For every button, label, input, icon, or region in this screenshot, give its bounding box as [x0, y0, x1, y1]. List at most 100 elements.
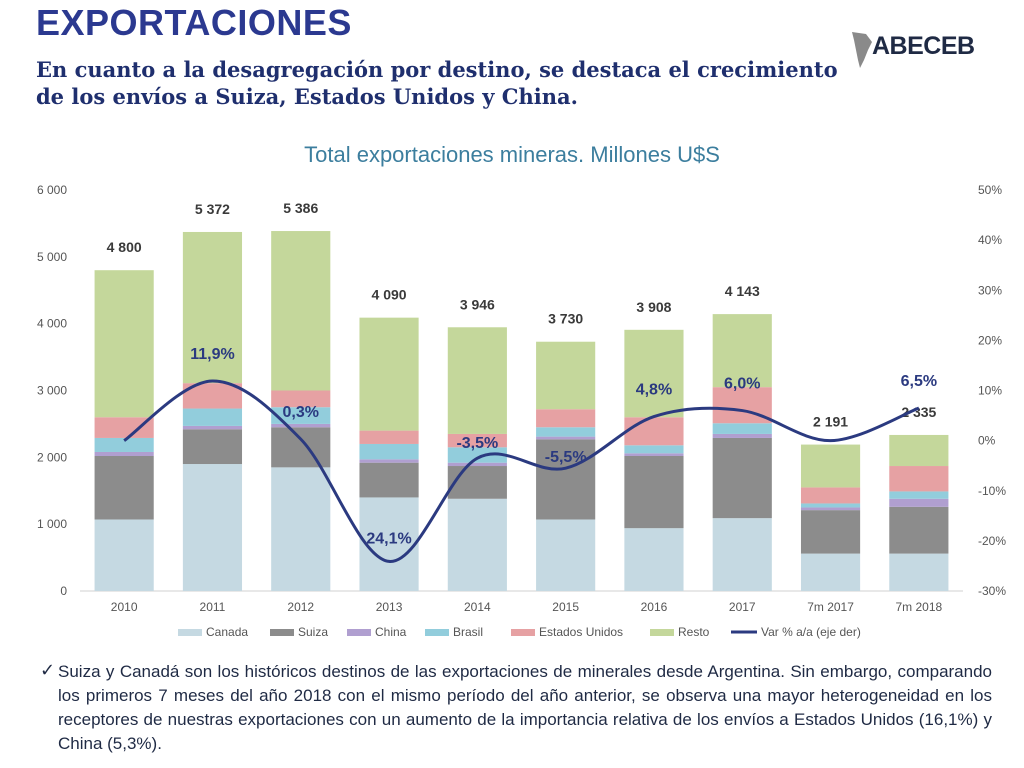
legend-swatch [347, 629, 371, 636]
bar-segment-suiza [359, 462, 419, 498]
line-data-label: 24,1% [366, 530, 411, 547]
legend-label: China [375, 625, 407, 639]
bar-segment-brasil [182, 408, 243, 426]
bar-total-label: 3 730 [548, 311, 583, 327]
bar-segment-estados-unidos [94, 417, 154, 438]
bar-segment-china [359, 459, 419, 463]
bar-segment-china [800, 507, 861, 511]
legend-label: Estados Unidos [539, 625, 623, 639]
legend-swatch [650, 629, 674, 636]
bar-segment-resto [800, 444, 861, 488]
bar-segment-suiza [271, 427, 331, 468]
bar-segment-estados-unidos [889, 466, 949, 492]
bar-segment-brasil [624, 445, 684, 454]
bar-segment-canada [447, 498, 507, 591]
y-tick-label: 2 000 [37, 450, 67, 464]
bar-segment-canada [712, 518, 772, 591]
abeceb-logo: ABECEB [848, 30, 998, 70]
bar-segment-brasil [271, 407, 331, 424]
y2-tick-label: 40% [978, 233, 1002, 247]
y2-tick-label: 30% [978, 283, 1002, 297]
legend-label: Brasil [453, 625, 483, 639]
bar-segment-china [94, 451, 154, 456]
bar-segment-brasil [536, 427, 596, 437]
line-data-label: 6,0% [724, 376, 760, 393]
bar-segment-suiza [624, 455, 684, 529]
bar-segment-suiza [447, 466, 507, 499]
y-tick-label: 0 [60, 584, 67, 598]
bar-segment-brasil [359, 443, 419, 460]
y2-tick-label: -30% [978, 584, 1006, 598]
y-tick-label: 3 000 [37, 384, 67, 398]
legend-label: Suiza [298, 625, 328, 639]
line-data-label: 11,9% [190, 346, 234, 363]
bar-segment-resto [359, 317, 419, 431]
bar-segment-brasil [889, 491, 949, 499]
y2-tick-label: -10% [978, 484, 1006, 498]
bar-segment-resto [94, 270, 154, 418]
bar-segment-canada [624, 528, 684, 591]
bar-segment-brasil [800, 503, 861, 508]
legend-swatch [178, 629, 202, 636]
slide-subtitle: En cuanto a la desagregación por destino… [36, 57, 838, 109]
bar-total-label: 4 800 [107, 239, 142, 255]
bar-segment-resto [182, 231, 243, 384]
bar-segment-suiza [712, 437, 772, 519]
legend-swatch [425, 629, 449, 636]
legend-swatch [270, 629, 294, 636]
bar-segment-china [712, 433, 772, 438]
y2-tick-label: 50% [978, 183, 1002, 197]
y2-tick-label: 10% [978, 384, 1002, 398]
x-tick-label: 7m 2018 [895, 600, 942, 614]
variation-line [123, 379, 920, 563]
line-data-label: -3,5% [456, 435, 498, 452]
bar-segment-suiza [182, 429, 243, 465]
x-tick-label: 2013 [376, 600, 403, 614]
y2-tick-label: -20% [978, 534, 1006, 548]
legend-label: Canada [206, 625, 248, 639]
line-data-label: 6,5% [901, 373, 937, 390]
bar-segment-china [447, 462, 507, 467]
bar-segment-resto [536, 341, 596, 410]
bar-segment-estados-unidos [271, 390, 331, 408]
bar-segment-estados-unidos [536, 409, 596, 428]
bar-segment-canada [182, 464, 243, 591]
bar-segment-resto [624, 329, 684, 418]
bar-segment-resto [889, 434, 949, 467]
bar-total-label: 4 090 [372, 287, 407, 303]
bar-segment-china [889, 498, 949, 507]
legend-swatch [511, 629, 535, 636]
bar-total-label: 5 372 [195, 201, 230, 217]
logo-text: ABECEB [872, 32, 975, 60]
bar-segment-china [182, 425, 243, 430]
y-tick-label: 5 000 [37, 250, 67, 264]
bar-segment-brasil [447, 447, 507, 463]
stacked-bar-chart: 0 1 000 2 000 3 000 4 000 5 000 6 000 -30% -20% -… [37, 183, 1006, 639]
bar-total-label: 3 908 [636, 299, 671, 315]
x-tick-label: 2010 [111, 600, 138, 614]
y2-tick-label: 0% [978, 434, 996, 448]
bar-segment-resto [447, 327, 507, 434]
x-tick-label: 2017 [729, 600, 756, 614]
y2-tick-label: 20% [978, 333, 1002, 347]
line-data-label: 4,8% [636, 382, 672, 399]
bar-total-label: 2 191 [813, 414, 848, 430]
bar-segment-canada [536, 519, 596, 591]
bar-segment-brasil [94, 437, 154, 452]
bar-total-label: 4 143 [725, 283, 760, 299]
bar-segment-brasil [712, 423, 772, 434]
bar-segment-canada [359, 497, 419, 591]
bar-segment-resto [271, 231, 331, 391]
y-tick-label: 1 000 [37, 517, 67, 531]
bar-segment-china [624, 453, 684, 456]
x-tick-label: 7m 2017 [807, 600, 854, 614]
bar-segment-canada [94, 519, 154, 591]
bar-segment-estados-unidos [624, 417, 684, 446]
bar-segment-china [536, 436, 596, 440]
legend-label: Resto [678, 625, 710, 639]
bar-segment-suiza [889, 506, 949, 554]
bar-total-label: 2 335 [901, 404, 936, 420]
bar-segment-china [271, 423, 331, 428]
x-tick-label: 2012 [287, 600, 314, 614]
checkmark-icon: ✓ [40, 660, 56, 681]
